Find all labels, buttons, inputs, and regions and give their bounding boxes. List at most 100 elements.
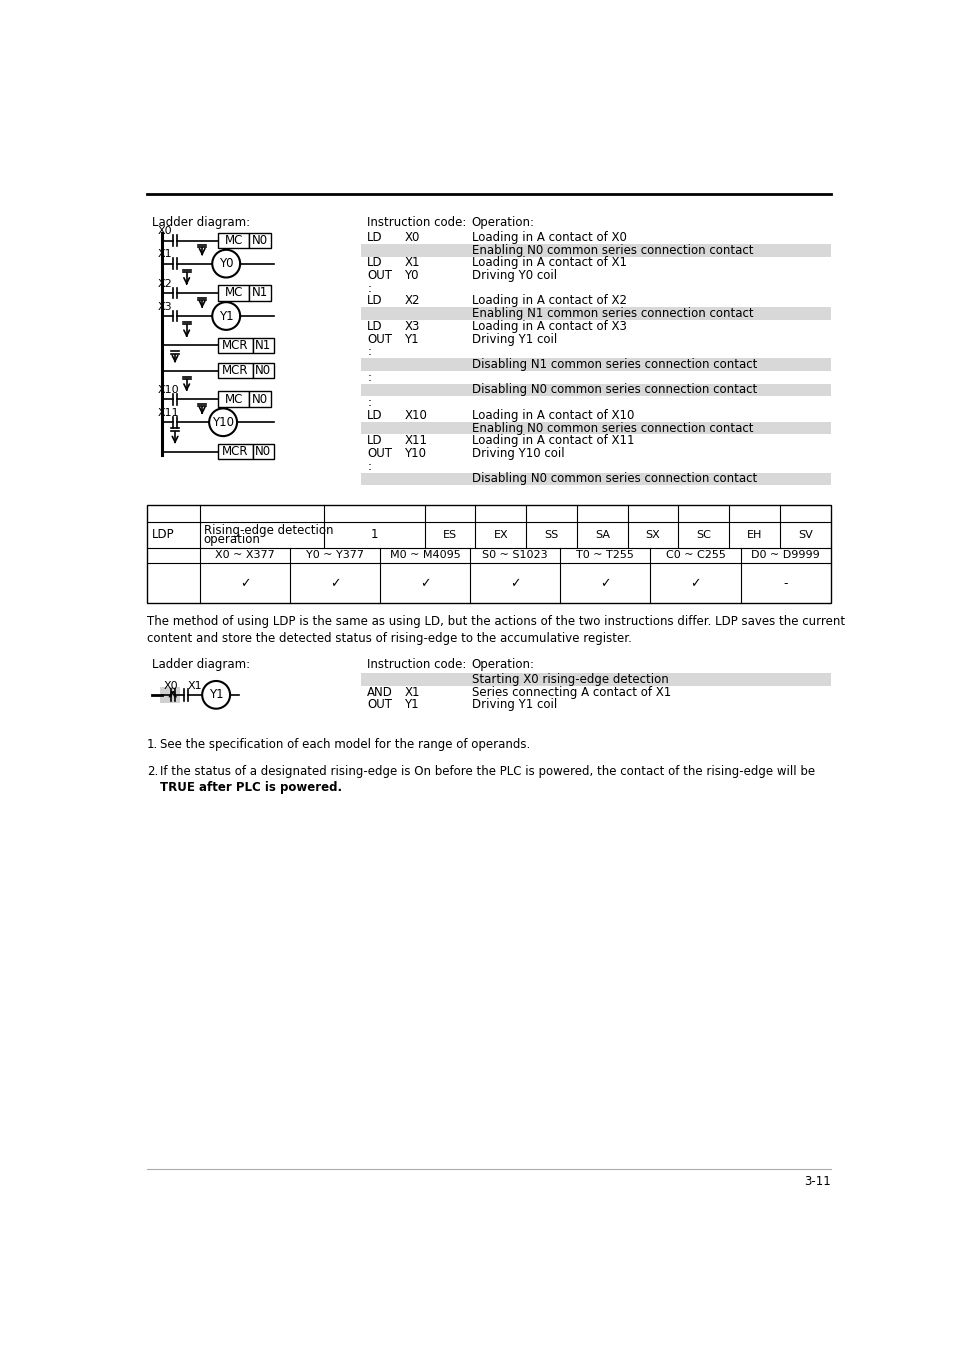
Text: X0 ~ X377: X0 ~ X377: [214, 551, 274, 560]
Text: 1: 1: [370, 528, 377, 541]
Text: Ladder diagram:: Ladder diagram:: [152, 657, 250, 671]
Text: content and store the detected status of rising-edge to the accumulative registe: content and store the detected status of…: [147, 632, 631, 645]
Text: ✓: ✓: [510, 576, 520, 590]
Text: Instruction code:: Instruction code:: [367, 657, 466, 671]
Text: X10: X10: [404, 409, 427, 421]
Text: X0: X0: [163, 680, 178, 691]
Text: MC: MC: [225, 234, 243, 247]
Text: Driving Y0 coil: Driving Y0 coil: [472, 269, 557, 282]
Text: MC: MC: [225, 393, 243, 405]
Text: Y1: Y1: [404, 698, 418, 711]
Text: Y10: Y10: [404, 447, 426, 460]
Text: Ladder diagram:: Ladder diagram:: [152, 216, 250, 228]
Text: Driving Y1 coil: Driving Y1 coil: [472, 698, 557, 711]
Text: 1.: 1.: [147, 737, 158, 751]
Text: LD: LD: [367, 435, 382, 447]
Text: Loading in A contact of X0: Loading in A contact of X0: [472, 231, 626, 244]
Text: X10: X10: [158, 385, 179, 396]
Bar: [249, 285, 271, 301]
Text: SV: SV: [797, 529, 812, 540]
Text: :: :: [367, 282, 371, 294]
Bar: [249, 392, 271, 406]
Text: ✓: ✓: [239, 576, 250, 590]
Text: N0: N0: [252, 393, 268, 405]
Text: Loading in A contact of X10: Loading in A contact of X10: [472, 409, 634, 421]
Text: LD: LD: [367, 231, 382, 244]
Text: ✓: ✓: [599, 576, 610, 590]
Bar: [249, 232, 271, 248]
Text: D0 ~ D9999: D0 ~ D9999: [750, 551, 820, 560]
Text: T0 ~ T255: T0 ~ T255: [576, 551, 634, 560]
Text: Driving Y1 coil: Driving Y1 coil: [472, 332, 557, 346]
Text: ES: ES: [442, 529, 456, 540]
Text: :: :: [367, 396, 371, 409]
Text: Enabling N0 common series connection contact: Enabling N0 common series connection con…: [472, 243, 753, 256]
Text: ✓: ✓: [690, 576, 700, 590]
Text: 3-11: 3-11: [803, 1174, 830, 1188]
Text: Operation:: Operation:: [472, 216, 535, 228]
Text: Loading in A contact of X3: Loading in A contact of X3: [472, 320, 626, 333]
Text: X2: X2: [158, 278, 172, 289]
Text: The method of using LDP is the same as using LD, but the actions of the two inst: The method of using LDP is the same as u…: [147, 616, 844, 628]
Text: X3: X3: [404, 320, 419, 333]
Text: OUT: OUT: [367, 698, 392, 711]
Text: Y1: Y1: [404, 332, 418, 346]
Text: X0: X0: [404, 231, 419, 244]
Circle shape: [212, 250, 240, 278]
Bar: [360, 244, 830, 256]
Text: N1: N1: [255, 339, 272, 352]
Bar: [218, 285, 249, 301]
Text: :: :: [367, 346, 371, 358]
Text: C0 ~ C255: C0 ~ C255: [665, 551, 724, 560]
Bar: [360, 421, 830, 435]
Text: MCR: MCR: [222, 446, 249, 458]
Bar: [360, 308, 830, 320]
Text: MCR: MCR: [222, 364, 249, 377]
Text: X1: X1: [404, 686, 419, 699]
Text: -: -: [782, 576, 787, 590]
Text: SX: SX: [645, 529, 659, 540]
Bar: [360, 472, 830, 485]
Bar: [253, 363, 274, 378]
Text: Loading in A contact of X11: Loading in A contact of X11: [472, 435, 634, 447]
Text: X1: X1: [404, 256, 419, 270]
Text: LD: LD: [367, 256, 382, 270]
Text: Instruction code:: Instruction code:: [367, 216, 466, 228]
Text: LD: LD: [367, 409, 382, 421]
Text: See the specification of each model for the range of operands.: See the specification of each model for …: [159, 737, 529, 751]
Text: :: :: [367, 371, 371, 383]
Circle shape: [202, 680, 230, 709]
Text: Loading in A contact of X2: Loading in A contact of X2: [472, 294, 626, 308]
Text: S0 ~ S1023: S0 ~ S1023: [482, 551, 548, 560]
Text: N0: N0: [252, 234, 268, 247]
Text: OUT: OUT: [367, 447, 392, 460]
Bar: [218, 363, 253, 378]
Text: Y0: Y0: [404, 269, 418, 282]
Text: LD: LD: [367, 320, 382, 333]
Text: MCR: MCR: [222, 339, 249, 352]
Text: MC: MC: [225, 286, 243, 300]
Text: EX: EX: [493, 529, 508, 540]
Bar: [147, 505, 830, 603]
Bar: [218, 338, 253, 352]
Text: X3: X3: [158, 302, 172, 312]
Text: Y0 ~ Y377: Y0 ~ Y377: [306, 551, 364, 560]
Text: :: :: [367, 459, 371, 472]
Bar: [218, 232, 249, 248]
Text: Series connecting A contact of X1: Series connecting A contact of X1: [472, 686, 670, 699]
Bar: [360, 383, 830, 397]
Bar: [360, 358, 830, 371]
Text: Y1: Y1: [209, 688, 223, 702]
Text: Enabling N0 common series connection contact: Enabling N0 common series connection con…: [472, 421, 753, 435]
Text: Y10: Y10: [212, 416, 233, 429]
Bar: [159, 687, 179, 702]
Circle shape: [212, 302, 240, 329]
Bar: [218, 392, 249, 406]
Text: N0: N0: [255, 364, 272, 377]
Text: Starting X0 rising-edge detection: Starting X0 rising-edge detection: [472, 672, 668, 686]
Text: SA: SA: [594, 529, 609, 540]
Text: operation: operation: [204, 533, 260, 545]
Text: X0: X0: [158, 227, 172, 236]
Text: ✓: ✓: [330, 576, 340, 590]
Text: N0: N0: [255, 446, 272, 458]
